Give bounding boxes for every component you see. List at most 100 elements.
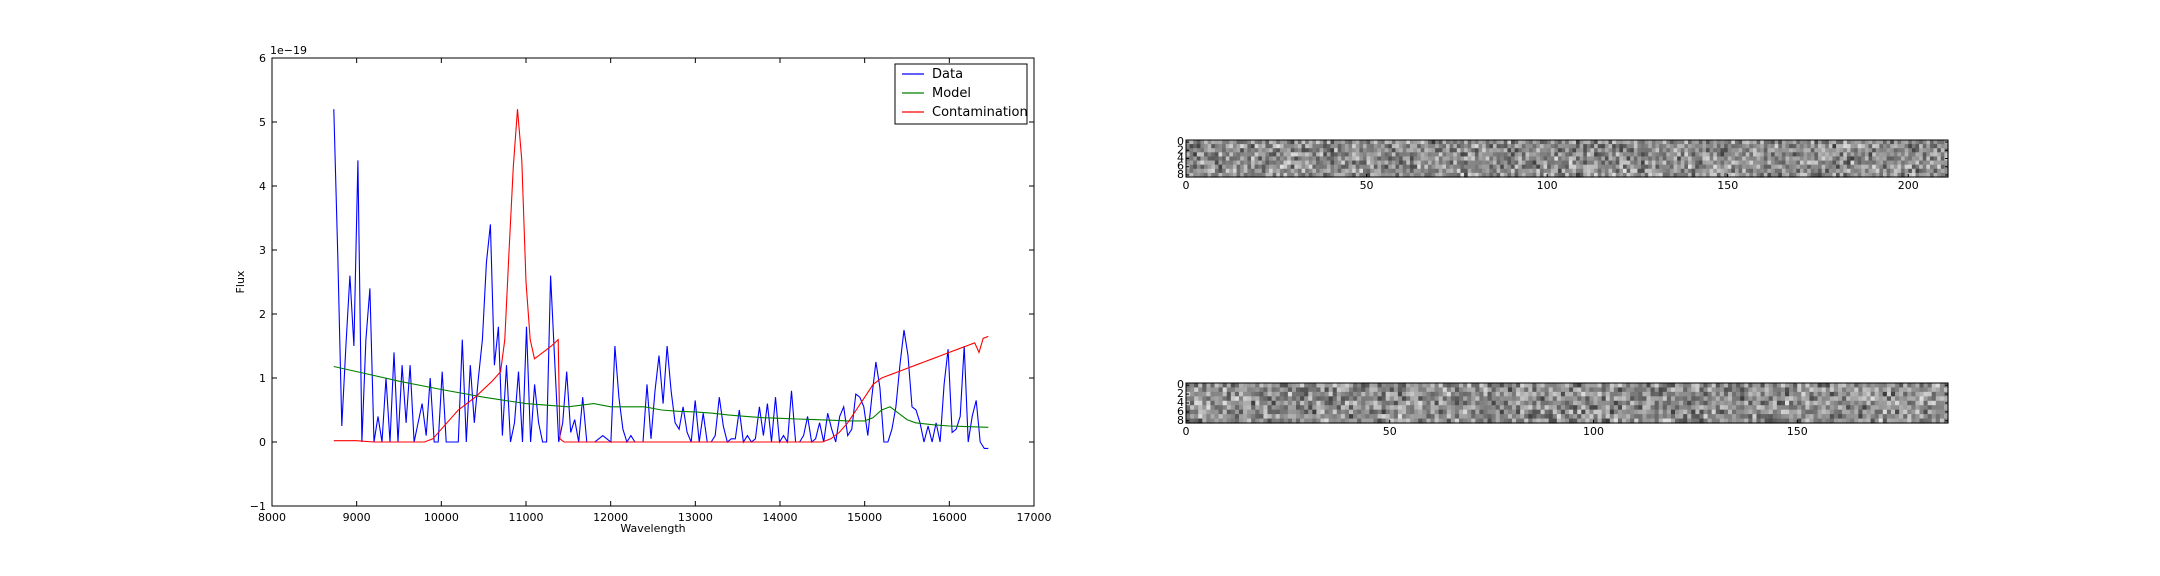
image-pixel bbox=[1919, 405, 1925, 411]
image-pixel bbox=[1719, 409, 1725, 415]
image-pixel bbox=[1883, 144, 1888, 149]
image-pixel bbox=[1781, 172, 1787, 178]
image-pixel bbox=[1748, 391, 1753, 397]
image-pixel bbox=[1211, 168, 1216, 174]
image-pixel bbox=[1650, 409, 1656, 415]
image-pixel bbox=[1324, 396, 1330, 402]
image-pixel bbox=[1846, 172, 1852, 178]
image-pixel bbox=[1742, 144, 1747, 149]
image-pixel bbox=[1583, 164, 1588, 170]
image-pixel bbox=[1915, 152, 1920, 158]
image-pixel bbox=[1583, 160, 1588, 166]
image-pixel bbox=[1850, 140, 1855, 145]
image-pixel bbox=[1355, 148, 1360, 153]
image-pixel bbox=[1821, 396, 1827, 402]
image-pixel bbox=[1431, 156, 1436, 162]
image-pixel bbox=[1377, 383, 1383, 389]
image-pixel bbox=[1263, 418, 1269, 424]
image-pixel bbox=[1503, 148, 1509, 153]
image-pixel bbox=[1222, 144, 1227, 149]
image-pixel bbox=[1825, 168, 1830, 174]
image-pixel bbox=[1536, 383, 1542, 389]
image-pixel bbox=[1377, 164, 1382, 170]
image-pixel bbox=[1756, 164, 1761, 170]
image-pixel bbox=[1511, 418, 1517, 424]
image-pixel bbox=[1748, 400, 1753, 406]
image-pixel bbox=[1793, 400, 1798, 406]
image-y-tick-label: 4 bbox=[1177, 396, 1184, 409]
image-pixel bbox=[1801, 414, 1806, 420]
image-pixel bbox=[1594, 152, 1599, 158]
image-pixel bbox=[1397, 396, 1403, 402]
image-pixel bbox=[1548, 409, 1554, 415]
image-pixel bbox=[1247, 405, 1252, 411]
image-pixel bbox=[1752, 172, 1758, 178]
image-pixel bbox=[1271, 391, 1277, 397]
image-pixel bbox=[1579, 140, 1584, 145]
image-pixel bbox=[1893, 144, 1899, 149]
image-pixel bbox=[1206, 409, 1212, 415]
image-pixel bbox=[1742, 152, 1747, 158]
x-tick-label: 12000 bbox=[593, 511, 628, 524]
image-pixel bbox=[1691, 172, 1696, 178]
image-pixel bbox=[1883, 156, 1888, 162]
image-pixel bbox=[1226, 414, 1232, 420]
image-pixel bbox=[1774, 160, 1779, 166]
image-pixel bbox=[1939, 414, 1945, 420]
image-pixel bbox=[1870, 383, 1876, 389]
image-pixel bbox=[1931, 414, 1937, 420]
image-pixel bbox=[1548, 396, 1554, 402]
image-pixel bbox=[1832, 152, 1837, 158]
image-pixel bbox=[1560, 400, 1566, 406]
image-pixel bbox=[1666, 405, 1672, 411]
image-pixel bbox=[1785, 148, 1790, 153]
image-pixel bbox=[1186, 152, 1191, 158]
image-pixel bbox=[1207, 156, 1212, 162]
image-pixel bbox=[1886, 144, 1891, 149]
image-pixel bbox=[1540, 405, 1546, 411]
image-pixel bbox=[1381, 418, 1387, 424]
image-pixel bbox=[1825, 383, 1831, 389]
image-pixel bbox=[1817, 383, 1823, 389]
image-pixel bbox=[1414, 400, 1419, 406]
image-pixel bbox=[1723, 383, 1729, 389]
image-pixel bbox=[1850, 156, 1855, 162]
image-pixel bbox=[1666, 168, 1671, 174]
image-pixel bbox=[1492, 172, 1498, 178]
image-pixel bbox=[1516, 418, 1521, 424]
legend-label-data: Data bbox=[932, 67, 963, 82]
image-pixel bbox=[1435, 164, 1440, 170]
image-pixel bbox=[1669, 148, 1675, 153]
image-pixel bbox=[1495, 391, 1501, 397]
image-pixel bbox=[1723, 405, 1729, 411]
image-pixel bbox=[1255, 414, 1260, 420]
image-pixel bbox=[1548, 405, 1554, 411]
image-pixel bbox=[1204, 156, 1209, 162]
image-pixel bbox=[1554, 148, 1559, 153]
image-pixel bbox=[1194, 400, 1199, 406]
image-pixel bbox=[1258, 140, 1263, 145]
image-pixel bbox=[1908, 140, 1913, 145]
image-pixel bbox=[1261, 168, 1267, 174]
image-pixel bbox=[1460, 164, 1465, 170]
image-pixel bbox=[1446, 140, 1451, 145]
image-pixel bbox=[1316, 391, 1322, 397]
image-pixel bbox=[1821, 168, 1826, 174]
image-pixel bbox=[1814, 144, 1819, 149]
image-pixel bbox=[1373, 168, 1378, 174]
image-pixel bbox=[1190, 391, 1195, 397]
image-pixel bbox=[1430, 418, 1436, 424]
image-pixel bbox=[1272, 152, 1277, 158]
image-pixel bbox=[1326, 140, 1332, 145]
image-pixel bbox=[1634, 400, 1639, 406]
image-pixel bbox=[1276, 172, 1281, 178]
image-pixel bbox=[1290, 156, 1295, 162]
image-pixel bbox=[1731, 140, 1736, 145]
image-pixel bbox=[1854, 172, 1859, 178]
image-pixel bbox=[1608, 144, 1613, 149]
image-pixel bbox=[1300, 405, 1305, 411]
image-pixel bbox=[1720, 144, 1725, 149]
image-pixel bbox=[1442, 156, 1447, 162]
image-pixel bbox=[1336, 383, 1342, 389]
image-pixel bbox=[1393, 405, 1399, 411]
